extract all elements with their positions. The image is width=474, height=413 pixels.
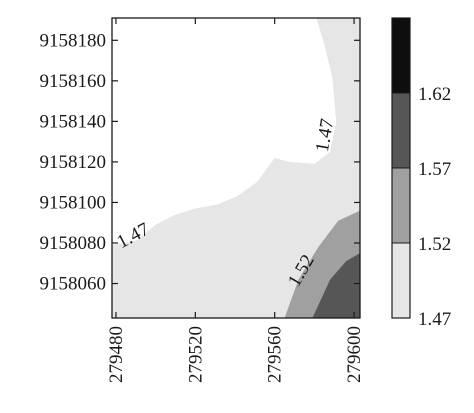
y-tick-label: 9158080 <box>40 233 107 254</box>
x-tick-label: 279600 <box>344 326 365 383</box>
y-tick-label: 9158140 <box>40 111 107 132</box>
colorbar-band-1.47 <box>392 243 410 318</box>
y-tick-label: 9158100 <box>40 192 107 213</box>
x-tick-label: 279560 <box>265 326 286 383</box>
colorbar-label: 1.62 <box>418 84 451 105</box>
y-tick-label: 9158180 <box>40 30 107 51</box>
colorbar-frame <box>391 17 411 319</box>
region-1.47 <box>112 18 360 245</box>
region-1.57 <box>312 253 360 318</box>
colorbar-label: 1.47 <box>418 309 451 330</box>
colorbar-band-1.57 <box>392 93 410 168</box>
colorbar: 1.47 1.52 1.57 1.62 <box>391 17 451 330</box>
x-tick-label: 279520 <box>185 326 206 383</box>
plot-area: 9158060 9158080 9158100 9158120 9158140 91581… <box>40 17 365 383</box>
colorbar-label: 1.52 <box>418 234 451 255</box>
colorbar-label: 1.57 <box>418 159 451 180</box>
plot-frame <box>111 17 361 319</box>
y-tick-label: 9158160 <box>40 71 107 92</box>
colorbar-band-1.62 <box>392 18 410 93</box>
y-tick-label: 9158120 <box>40 152 107 173</box>
y-tick-label: 9158060 <box>40 274 107 295</box>
colorbar-band-1.52 <box>392 168 410 243</box>
x-tick-label: 279480 <box>106 326 127 383</box>
